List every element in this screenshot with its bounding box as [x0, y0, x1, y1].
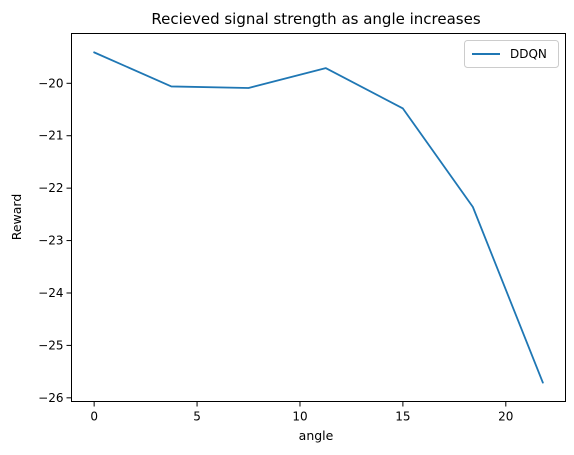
plot-area-frame [71, 33, 566, 402]
data-point [325, 67, 327, 69]
x-axis-label: angle [299, 428, 334, 443]
x-tick-label: 10 [292, 410, 307, 424]
y-tick-label: −22 [38, 181, 63, 195]
series-line-ddqn [93, 51, 544, 384]
data-point [472, 206, 474, 208]
chart-title: Recieved signal strength as angle increa… [151, 10, 480, 28]
legend-label-ddqn: DDQN [510, 47, 547, 61]
series-layer [93, 51, 544, 384]
data-point [93, 51, 95, 53]
y-tick-label: −20 [38, 76, 63, 90]
y-tick-label: −25 [38, 338, 63, 352]
data-point [248, 87, 250, 89]
x-tick-label: 15 [395, 410, 410, 424]
y-axis-label: Reward [9, 194, 24, 241]
legend: DDQN [464, 40, 559, 68]
y-axis: −20 −21 −22 −23 −24 −25 −26 [38, 76, 72, 405]
y-tick-label: −24 [38, 286, 63, 300]
x-axis: 0 5 10 15 20 [90, 401, 513, 424]
y-tick-label: −26 [38, 391, 63, 405]
y-tick-label: −21 [38, 129, 63, 143]
legend-box [464, 40, 559, 68]
y-tick-label: −23 [38, 234, 63, 248]
x-tick-label: 0 [90, 410, 98, 424]
data-point [170, 86, 172, 88]
x-tick-label: 5 [193, 410, 201, 424]
data-point [402, 108, 404, 110]
data-point [542, 382, 544, 384]
x-tick-label: 20 [498, 410, 513, 424]
